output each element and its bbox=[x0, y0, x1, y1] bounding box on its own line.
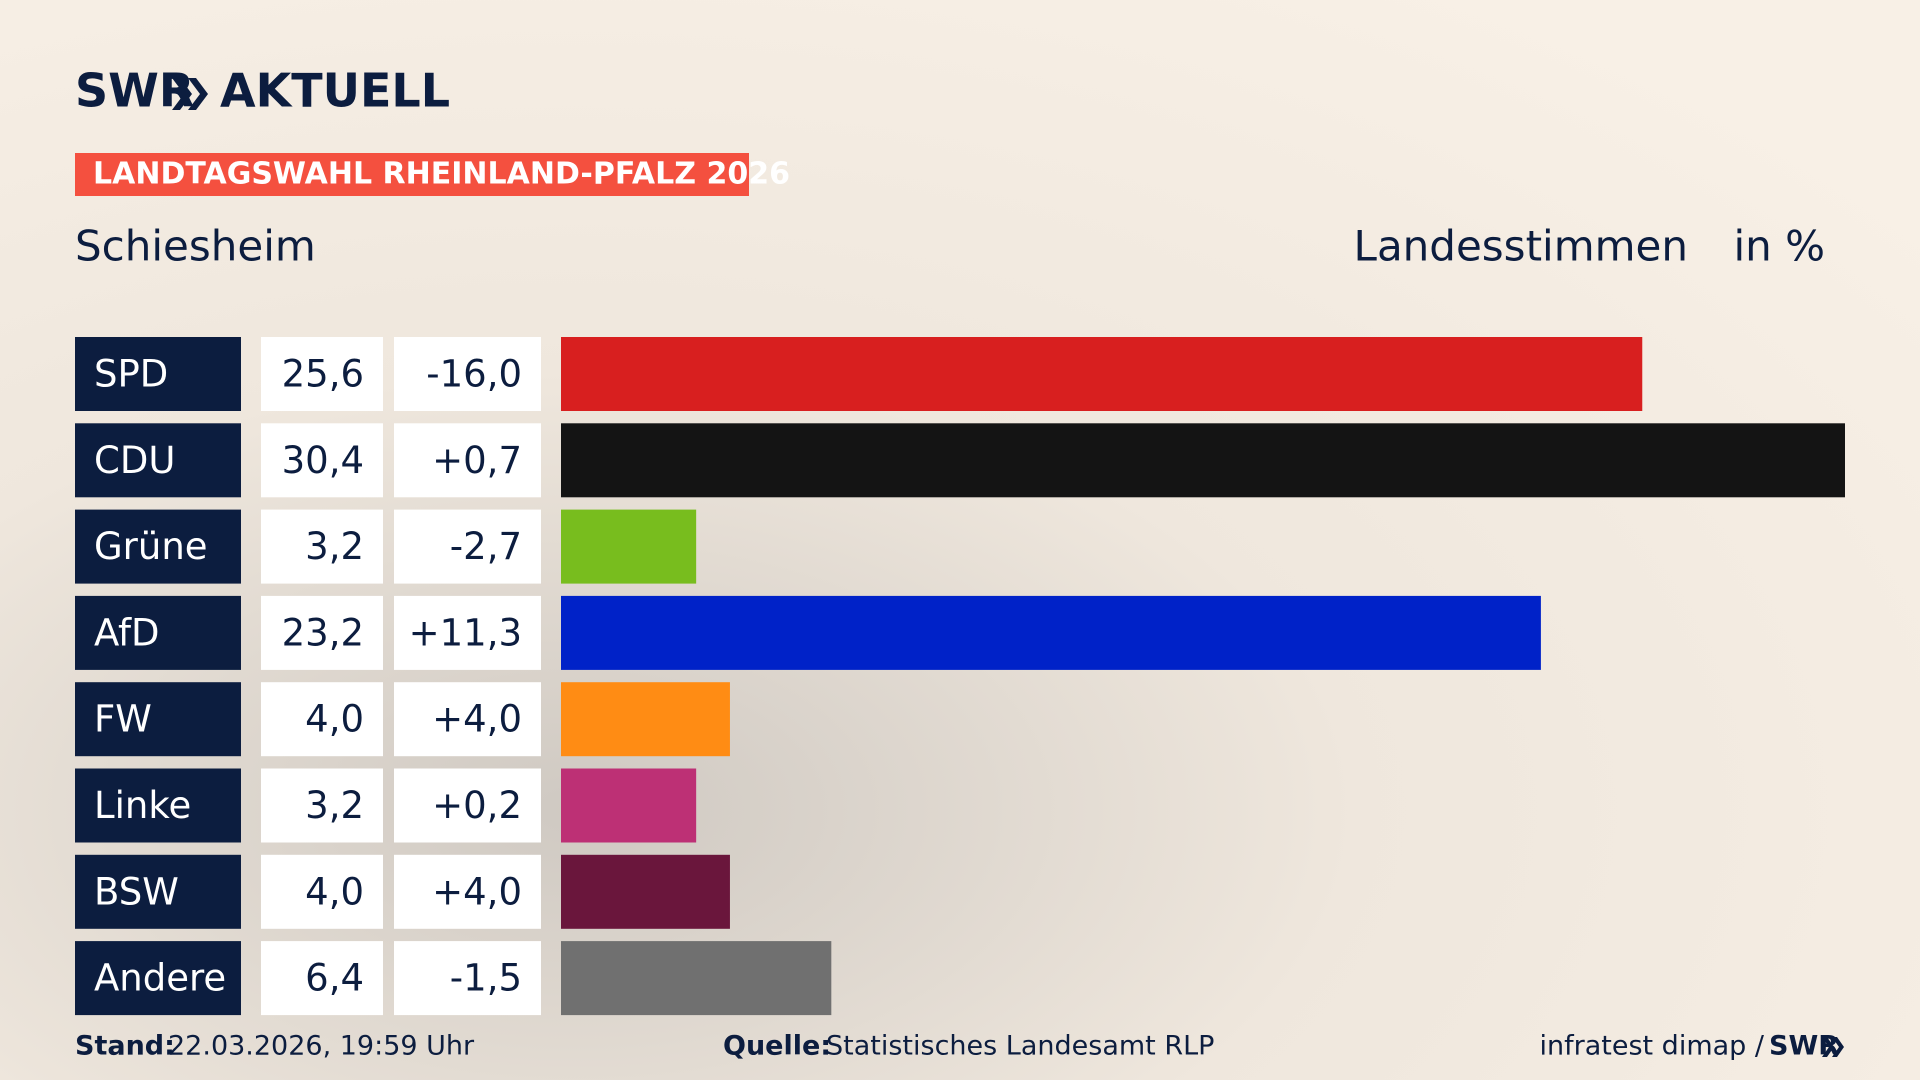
value-header: Landesstimmen bbox=[1354, 222, 1688, 271]
banner-bg bbox=[75, 153, 749, 196]
party-box bbox=[75, 854, 241, 929]
change-label: -1,5 bbox=[450, 957, 522, 1000]
value-box bbox=[261, 337, 383, 411]
value-box bbox=[261, 509, 383, 584]
bar bbox=[561, 509, 697, 584]
party-box bbox=[75, 595, 241, 670]
party-box bbox=[75, 509, 241, 584]
change-box bbox=[394, 682, 541, 757]
change-label: -16,0 bbox=[426, 353, 522, 396]
party-box bbox=[75, 768, 241, 843]
category-label: Grüne bbox=[94, 525, 208, 568]
category-label: Andere bbox=[94, 957, 226, 1000]
value-label: 4,0 bbox=[305, 870, 364, 913]
value-label: 30,4 bbox=[282, 439, 364, 482]
value-label: 25,6 bbox=[282, 353, 364, 396]
chart-title: Schiesheim bbox=[75, 222, 316, 271]
party-box bbox=[75, 423, 241, 498]
bar bbox=[561, 768, 697, 843]
value-box bbox=[261, 682, 383, 757]
change-label: +4,0 bbox=[432, 698, 522, 741]
value-label: 3,2 bbox=[305, 525, 364, 568]
credit-chevrons bbox=[1822, 1037, 1844, 1057]
value-box bbox=[261, 768, 383, 843]
change-label: +0,2 bbox=[432, 784, 522, 827]
change-box bbox=[394, 768, 541, 843]
change-box bbox=[394, 854, 541, 929]
credit-brand: SWR bbox=[1769, 1031, 1839, 1062]
bar bbox=[561, 423, 1845, 498]
change-box bbox=[394, 337, 541, 411]
category-label: BSW bbox=[94, 870, 179, 913]
value-box bbox=[261, 423, 383, 498]
value-box bbox=[261, 595, 383, 670]
bar bbox=[561, 854, 730, 929]
change-box bbox=[394, 595, 541, 670]
category-label: FW bbox=[94, 698, 152, 741]
bar bbox=[561, 941, 832, 1016]
bar bbox=[561, 337, 1643, 411]
unit: in % bbox=[1733, 222, 1825, 271]
change-box bbox=[394, 509, 541, 584]
stand: 22.03.2026, 19:59 Uhr bbox=[168, 1031, 475, 1062]
change-box bbox=[394, 941, 541, 1016]
category-label: SPD bbox=[94, 353, 168, 396]
value-box bbox=[261, 941, 383, 1016]
value-label: 3,2 bbox=[305, 784, 364, 827]
value-label: 23,2 bbox=[282, 611, 364, 654]
banner: LANDTAGSWAHL RHEINLAND-PFALZ 2026 bbox=[93, 157, 790, 192]
change-label: +11,3 bbox=[409, 611, 522, 654]
change-label: +0,7 bbox=[432, 439, 522, 482]
value-label: 6,4 bbox=[305, 957, 364, 1000]
value-box bbox=[261, 854, 383, 929]
change-label: -2,7 bbox=[450, 525, 522, 568]
credit: infratest dimap / bbox=[1539, 1031, 1764, 1062]
bar bbox=[561, 595, 1541, 670]
category-label: AfD bbox=[94, 611, 160, 654]
party-box bbox=[75, 682, 241, 757]
source-label: Quelle: bbox=[723, 1031, 831, 1062]
brand-chevrons bbox=[172, 78, 208, 110]
party-box bbox=[75, 337, 241, 411]
change-box bbox=[394, 423, 541, 498]
category-label: Linke bbox=[94, 784, 191, 827]
value-label: 4,0 bbox=[305, 698, 364, 741]
brand-product: AKTUELL bbox=[220, 64, 450, 118]
category-label: CDU bbox=[94, 439, 175, 482]
stand-label: Stand: bbox=[75, 1031, 175, 1062]
bar bbox=[561, 682, 730, 757]
change-label: +4,0 bbox=[432, 870, 522, 913]
source: Statistisches Landesamt RLP bbox=[826, 1031, 1214, 1062]
party-box bbox=[75, 941, 241, 1016]
